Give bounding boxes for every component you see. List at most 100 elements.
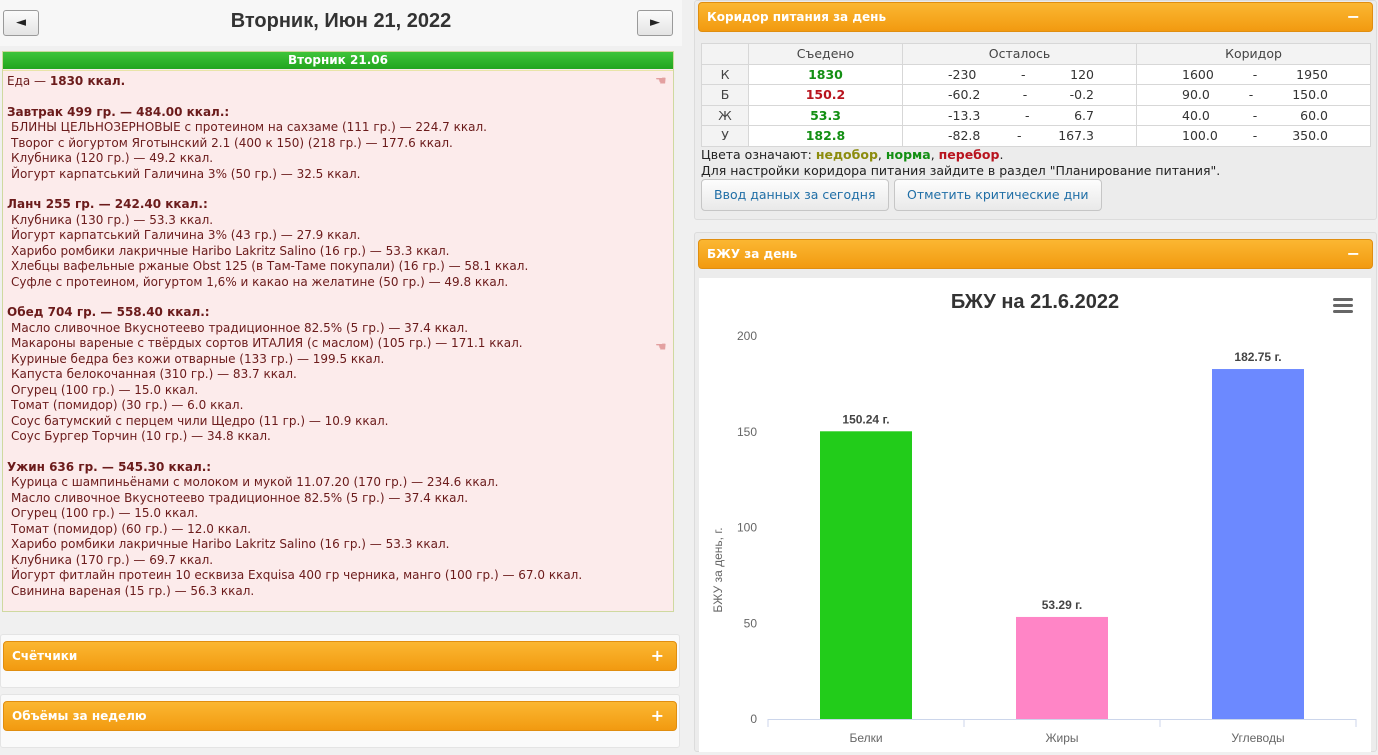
prev-day-button[interactable]: ◄ bbox=[3, 10, 39, 36]
bju-chart-svg: БЖУ на 21.6.2022 БЖУ за день, г. 0 50 100 1… bbox=[711, 291, 1357, 745]
corridor-max: 1950 bbox=[1296, 66, 1328, 82]
food-item: Огурец (100 гр.) — 15.0 ккал. bbox=[11, 382, 199, 397]
food-diary-body: Еда — 1830 ккал. Завтрак 499 гр. — 484.00… bbox=[3, 70, 673, 611]
y-tick-label: 150 bbox=[737, 425, 757, 439]
bju-chart: БЖУ на 21.6.2022 БЖУ за день, г. 0 50 100 1… bbox=[699, 278, 1371, 752]
food-item: Соус батумский с перцем чили Щедро (11 г… bbox=[11, 413, 389, 428]
range-dash: - bbox=[1024, 107, 1030, 123]
legend-ok: норма bbox=[885, 147, 931, 162]
mark-critical-days-button[interactable]: Отметить критические дни bbox=[894, 179, 1102, 211]
meal-header: Ланч 255 гр. — 242.40 ккал.: bbox=[7, 197, 208, 211]
y-tick-label: 0 bbox=[750, 712, 757, 726]
counters-panel-header[interactable]: Счётчики + bbox=[3, 641, 677, 671]
day-total-value: 1830 ккал. bbox=[49, 74, 126, 88]
corridor-max: 150.0 bbox=[1292, 87, 1328, 103]
food-item: Йогурт фитлайн протеин 10 есквиза Exquis… bbox=[11, 568, 583, 582]
next-day-button[interactable]: ► bbox=[637, 10, 673, 36]
y-axis-label: БЖУ за день, г. bbox=[711, 527, 725, 612]
day-total-label: Еда — bbox=[7, 74, 50, 88]
y-tick-label: 50 bbox=[744, 616, 758, 630]
meal-header: Обед 704 гр. — 558.40 ккал.: bbox=[7, 305, 210, 319]
remaining-min: -230 bbox=[948, 66, 977, 82]
food-item: Макароны вареные с твёрдых сортов ИТАЛИЯ… bbox=[11, 336, 523, 350]
food-item: Харибо ромбики лакричные Haribo Lakritz … bbox=[11, 537, 450, 551]
remaining-range: -82.8 - 167.3 bbox=[902, 125, 1137, 147]
food-item: Творог с йогуртом Яготынский 2.1 (400 к … bbox=[11, 135, 453, 150]
bar-data-label: 150.24 г. bbox=[842, 412, 889, 426]
legend-over: перебор bbox=[938, 147, 1000, 162]
corridor-row: Ж 53.3 -13.3 - 6.7 40.0 - 60.0 bbox=[701, 104, 1371, 126]
y-tick-label: 100 bbox=[737, 521, 757, 535]
corridor-table: Съедено Осталось Коридор К 1830 -230 - 120 16… bbox=[701, 43, 1371, 147]
weekly-volumes-panel-header[interactable]: Объёмы за неделю + bbox=[3, 701, 677, 731]
day-total-kcal: Еда — 1830 ккал. bbox=[7, 74, 673, 90]
input-today-button[interactable]: Ввод данных за сегодня bbox=[701, 179, 889, 211]
food-item: Хлебцы вафельные ржаные Obst 125 (в Там-… bbox=[11, 259, 529, 273]
bju-panel-header[interactable]: БЖУ за день − bbox=[698, 239, 1373, 269]
range-dash: - bbox=[1022, 87, 1028, 103]
corridor-min: 100.0 bbox=[1182, 128, 1218, 144]
remaining-max: 6.7 bbox=[1074, 107, 1094, 123]
food-item: Капуста белокочанная (310 гр.) — 83.7 кк… bbox=[11, 367, 297, 381]
remaining-min: -13.3 bbox=[948, 107, 981, 123]
chart-title: БЖУ на 21.6.2022 bbox=[951, 291, 1119, 313]
corridor-panel-title: Коридор питания за день bbox=[707, 10, 887, 24]
food-item: Томат (помидор) (60 гр.) — 12.0 ккал. bbox=[11, 521, 252, 536]
eaten-value: 150.2 bbox=[748, 84, 903, 106]
expand-plus-icon[interactable]: + bbox=[650, 706, 664, 725]
food-item: Йогурт карпатський Галичина 3% (43 гр.) … bbox=[11, 228, 361, 242]
corridor-hint: Для настройки коридора питания зайдите в… bbox=[701, 163, 1221, 178]
column-header-left: Осталось bbox=[902, 43, 1137, 65]
corridor-range: 1600 - 1950 bbox=[1136, 63, 1371, 85]
corridor-panel: Коридор питания за день − Съедено Остало… bbox=[694, 0, 1377, 220]
food-item: Огурец (100 гр.) — 15.0 ккал. bbox=[11, 506, 199, 520]
corridor-range: 100.0 - 350.0 bbox=[1136, 125, 1371, 147]
colors-legend: Цвета означают: недобор, норма, перебор. bbox=[701, 147, 1003, 162]
corridor-range: 40.0 - 60.0 bbox=[1136, 104, 1371, 126]
column-header-corridor: Коридор bbox=[1136, 43, 1371, 65]
food-item: Соус Бургер Торчин (10 гр.) — 34.8 ккал. bbox=[11, 429, 271, 443]
remaining-min: -60.2 bbox=[948, 87, 981, 103]
collapse-minus-icon[interactable]: − bbox=[1346, 244, 1360, 263]
corridor-panel-header[interactable]: Коридор питания за день − bbox=[698, 2, 1373, 32]
meal-spacer bbox=[7, 290, 673, 305]
eaten-value: 1830 bbox=[748, 63, 903, 85]
corridor-row: У 182.8 -82.8 - 167.3 100.0 - 350.0 bbox=[701, 125, 1371, 147]
bar-Белки bbox=[820, 431, 912, 719]
legend-prefix: Цвета означают: bbox=[701, 147, 816, 162]
range-dash: - bbox=[1017, 128, 1022, 144]
food-diary-header: Вторник 21.06 bbox=[3, 52, 673, 69]
food-item: БЛИНЫ ЦЕЛЬНОЗЕРНОВЫЕ с протеином на сахз… bbox=[11, 120, 487, 134]
bar-Жиры bbox=[1016, 616, 1108, 719]
y-tick-label: 200 bbox=[737, 329, 757, 343]
drag-hand-icon[interactable]: ☚ bbox=[655, 340, 667, 355]
food-item: Суфле с протеином, йогуртом 1,6% и какао… bbox=[11, 274, 509, 289]
food-item: Курица с шампиньёнами с молоком и мукой … bbox=[11, 475, 499, 489]
bar-data-label: 182.75 г. bbox=[1234, 350, 1281, 364]
corridor-max: 350.0 bbox=[1292, 128, 1328, 144]
remaining-range: -230 - 120 bbox=[902, 63, 1137, 85]
eaten-value: 53.3 bbox=[748, 104, 903, 126]
collapse-minus-icon[interactable]: − bbox=[1346, 7, 1360, 26]
corridor-row: К 1830 -230 - 120 1600 - 1950 bbox=[701, 63, 1371, 85]
food-item: Клубника (130 гр.) — 53.3 ккал. bbox=[11, 212, 214, 227]
bju-panel-title: БЖУ за день bbox=[707, 247, 798, 261]
counters-panel-title: Счётчики bbox=[12, 649, 78, 663]
expand-plus-icon[interactable]: + bbox=[650, 646, 664, 665]
corridor-min: 90.0 bbox=[1182, 87, 1210, 103]
remaining-max: 167.3 bbox=[1058, 128, 1094, 144]
drag-hand-icon[interactable]: ☚ bbox=[655, 74, 667, 89]
day-header: ◄ Вторник, Июн 21, 2022 ► bbox=[0, 0, 682, 46]
range-dash: - bbox=[1248, 87, 1254, 103]
counters-panel: Счётчики + bbox=[0, 634, 680, 688]
hamburger-menu-icon[interactable] bbox=[1333, 298, 1353, 313]
range-dash: - bbox=[1252, 107, 1258, 123]
food-item: Клубника (170 гр.) — 69.7 ккал. bbox=[11, 552, 214, 567]
food-item: Масло сливочное Вкуснотеево традиционное… bbox=[11, 490, 469, 505]
meal-spacer bbox=[7, 90, 673, 105]
food-item: Куриные бедра без кожи отварные (133 гр.… bbox=[11, 351, 385, 366]
corridor-row: Б 150.2 -60.2 - -0.2 90.0 - 150.0 bbox=[701, 84, 1371, 106]
nutrient-label: Ж bbox=[701, 104, 749, 126]
legend-sep: , bbox=[877, 147, 886, 162]
nutrient-label: У bbox=[701, 125, 749, 147]
